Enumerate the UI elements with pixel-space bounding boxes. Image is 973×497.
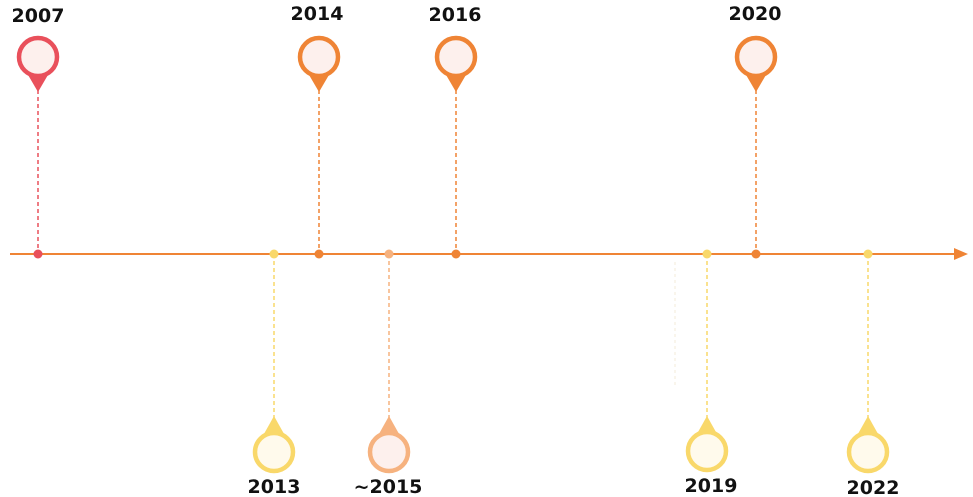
map-pin-ring	[367, 430, 411, 474]
map-pin-ring	[685, 429, 729, 473]
event-2013: 2013	[248, 249, 301, 497]
map-pin-ring	[434, 35, 478, 79]
event-dot	[751, 249, 761, 259]
event-2022: 2022	[846, 249, 900, 497]
map-pin-ring	[252, 430, 296, 474]
event-2014: 2014	[291, 3, 344, 259]
timeline-arrowhead	[954, 248, 968, 260]
event-dot	[451, 249, 461, 259]
event-2016: 2016	[429, 4, 482, 259]
event-year-label: 2020	[729, 3, 782, 25]
map-pin-ring	[297, 35, 341, 79]
map-pin-ring	[846, 430, 890, 474]
event-dot	[269, 249, 279, 259]
event-year-label: 2016	[429, 4, 482, 26]
event-2007: 2007	[12, 5, 65, 259]
map-pin-ring	[734, 35, 778, 79]
event-dot	[702, 249, 712, 259]
event-dot	[384, 249, 394, 259]
event-2019: 2019	[685, 249, 738, 497]
event-year-label: 2007	[12, 5, 65, 27]
event-approx-2015: ~2015	[354, 249, 423, 497]
map-pin-ring	[16, 35, 60, 79]
event-year-label: 2019	[685, 475, 738, 497]
event-year-label: 2014	[291, 3, 344, 25]
event-year-label: 2022	[847, 477, 900, 497]
event-year-label: ~2015	[354, 476, 423, 497]
event-dot	[314, 249, 324, 259]
event-dot	[33, 249, 43, 259]
event-2020: 2020	[729, 3, 782, 259]
event-dot	[863, 249, 873, 259]
event-year-label: 2013	[248, 476, 301, 497]
